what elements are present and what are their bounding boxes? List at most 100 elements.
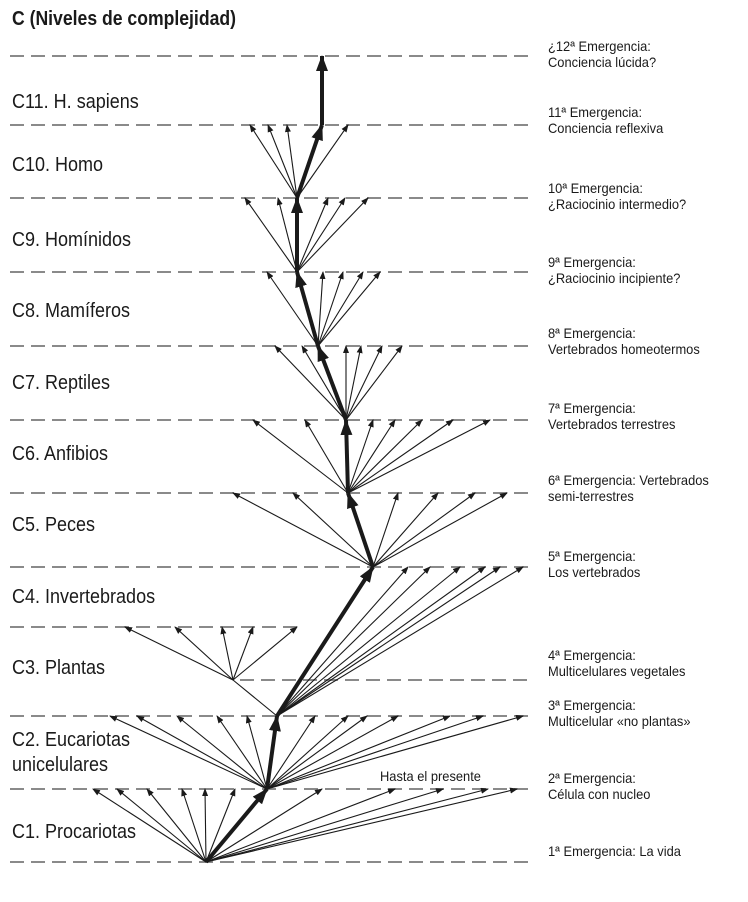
branch-arrow (296, 124, 349, 199)
branch-arrow (372, 492, 439, 568)
branch-arrow (267, 124, 298, 199)
emergence-label-12-line2: Conciencia lúcida? (548, 54, 657, 70)
branch-arrow (292, 492, 374, 568)
branch-arrow (109, 715, 268, 790)
emergence-label-3-line2: Multicelular «no plantas» (548, 713, 691, 729)
level-label-c6: C6. Anfibios (12, 443, 109, 465)
branch-arrow (347, 419, 396, 494)
emergence-label-6-line1: 6ª Emergencia: Vertebrados (548, 472, 709, 488)
branch-arrow (266, 715, 368, 790)
main-lineage-arrow (346, 492, 375, 568)
branch-arrow (205, 787, 518, 863)
branch-arrow (347, 419, 454, 494)
emergence-label-1-line1: 1ª Emergencia: La vida (548, 843, 681, 859)
level-label-c2-line2: unicelulares (12, 754, 109, 776)
emergence-label-12-line1: ¿12ª Emergencia: (548, 38, 651, 54)
branch-arrow (266, 715, 484, 790)
branch-arrow (124, 626, 234, 681)
main-lineage-arrow (340, 419, 353, 494)
branch-arrow (205, 788, 323, 863)
emergence-label-4-line1: 4ª Emergencia: (548, 647, 636, 663)
level-label-c5: C5. Peces (12, 514, 96, 536)
branch-arrow (244, 197, 298, 273)
branch-arrow (317, 271, 344, 347)
level-label-c10: C10. Homo (12, 154, 104, 176)
main-lineage-arrow (204, 787, 269, 864)
main-lineage-arrow (295, 124, 324, 199)
branch-arrow (276, 566, 409, 717)
branch-arrow (274, 345, 347, 421)
branch-arrow (220, 626, 234, 681)
branch-arrow (347, 419, 491, 494)
branch-arrow (181, 788, 207, 863)
emergence-label-8-line1: 8ª Emergencia: (548, 325, 636, 341)
emergence-label-3-line1: 3ª Emergencia: (548, 697, 636, 713)
branch-arrow (245, 715, 268, 790)
branch-arrow (304, 419, 349, 494)
branch-arrow (301, 345, 347, 421)
emergence-label-10-line1: 10ª Emergencia: (548, 180, 643, 196)
branch-arrow (296, 197, 369, 273)
level-label-c9: C9. Homínidos (12, 229, 132, 251)
branch-arrow (116, 788, 207, 863)
branch-arrow (232, 626, 254, 681)
emergence-label-8-line2: Vertebrados homeotermos (548, 341, 700, 357)
branch-arrow (266, 715, 451, 790)
level-label-c4: C4. Invertebrados (12, 586, 156, 608)
emergence-label-5-line2: Los vertebrados (548, 564, 641, 580)
branch-arrow (276, 566, 431, 717)
branch-arrow (266, 715, 399, 790)
branch-arrow (205, 788, 444, 863)
branch-arrow (205, 788, 396, 863)
branch-arrow (276, 566, 524, 717)
branch-arrow (345, 345, 363, 421)
branch-arrow (276, 566, 461, 717)
branch-arrow (176, 715, 268, 790)
emergence-label-5-line1: 5ª Emergencia: (548, 548, 636, 564)
branch-arrow (232, 492, 374, 568)
branch-arrow (266, 271, 319, 347)
level-label-c1: C1. Procariotas (12, 821, 137, 843)
branch-arrow (205, 787, 489, 863)
branch-arrow (347, 419, 423, 494)
emergence-label-2-line1: 2ª Emergencia: (548, 770, 636, 786)
emergence-label-2-line2: Célula con nucleo (548, 786, 651, 802)
level-label-c7: C7. Reptiles (12, 372, 111, 394)
plants-branch-stem (232, 679, 278, 717)
emergence-label-11-line2: Conciencia reflexiva (548, 120, 664, 136)
main-lineage-arrow (265, 715, 281, 790)
branch-arrow (296, 197, 329, 273)
level-label-c3: C3. Plantas (12, 657, 106, 679)
branch-arrow (216, 715, 268, 790)
main-lineage-arrow (275, 565, 375, 718)
emergence-label-9-line2: ¿Raciocinio incipiente? (548, 270, 681, 286)
branch-arrow (372, 492, 508, 568)
level-label-c2-line1: C2. Eucariotas (12, 729, 131, 751)
emergence-label-7-line1: 7ª Emergencia: (548, 400, 636, 416)
main-lineage-arrow (316, 345, 348, 421)
branch-arrow (136, 715, 268, 790)
branch-arrow (92, 788, 207, 863)
branch-arrow (205, 788, 236, 863)
branch-arrow (266, 715, 316, 790)
branch-arrow (266, 715, 349, 790)
note-until-present: Hasta el presente (380, 768, 481, 784)
emergence-label-9-line1: 9ª Emergencia: (548, 254, 636, 270)
branch-arrow (345, 345, 403, 421)
emergence-label-10-line2: ¿Raciocinio intermedio? (548, 196, 687, 212)
level-label-c8: C8. Mamíferos (12, 300, 131, 322)
diagram-title: C (Niveles de complejidad) (12, 8, 236, 30)
branch-arrow (276, 566, 501, 717)
branch-arrow (266, 715, 524, 790)
level-label-c11: C11. H. sapiens (12, 91, 139, 113)
emergence-label-6-line2: semi-terrestres (548, 488, 634, 504)
emergence-label-11-line1: 11ª Emergencia: (548, 104, 643, 120)
branch-arrow (276, 197, 298, 273)
branch-arrow (202, 788, 209, 863)
branch-arrow (372, 492, 476, 568)
branch-arrow (317, 271, 326, 347)
branch-arrow (347, 419, 374, 494)
branch-arrow (345, 345, 383, 421)
